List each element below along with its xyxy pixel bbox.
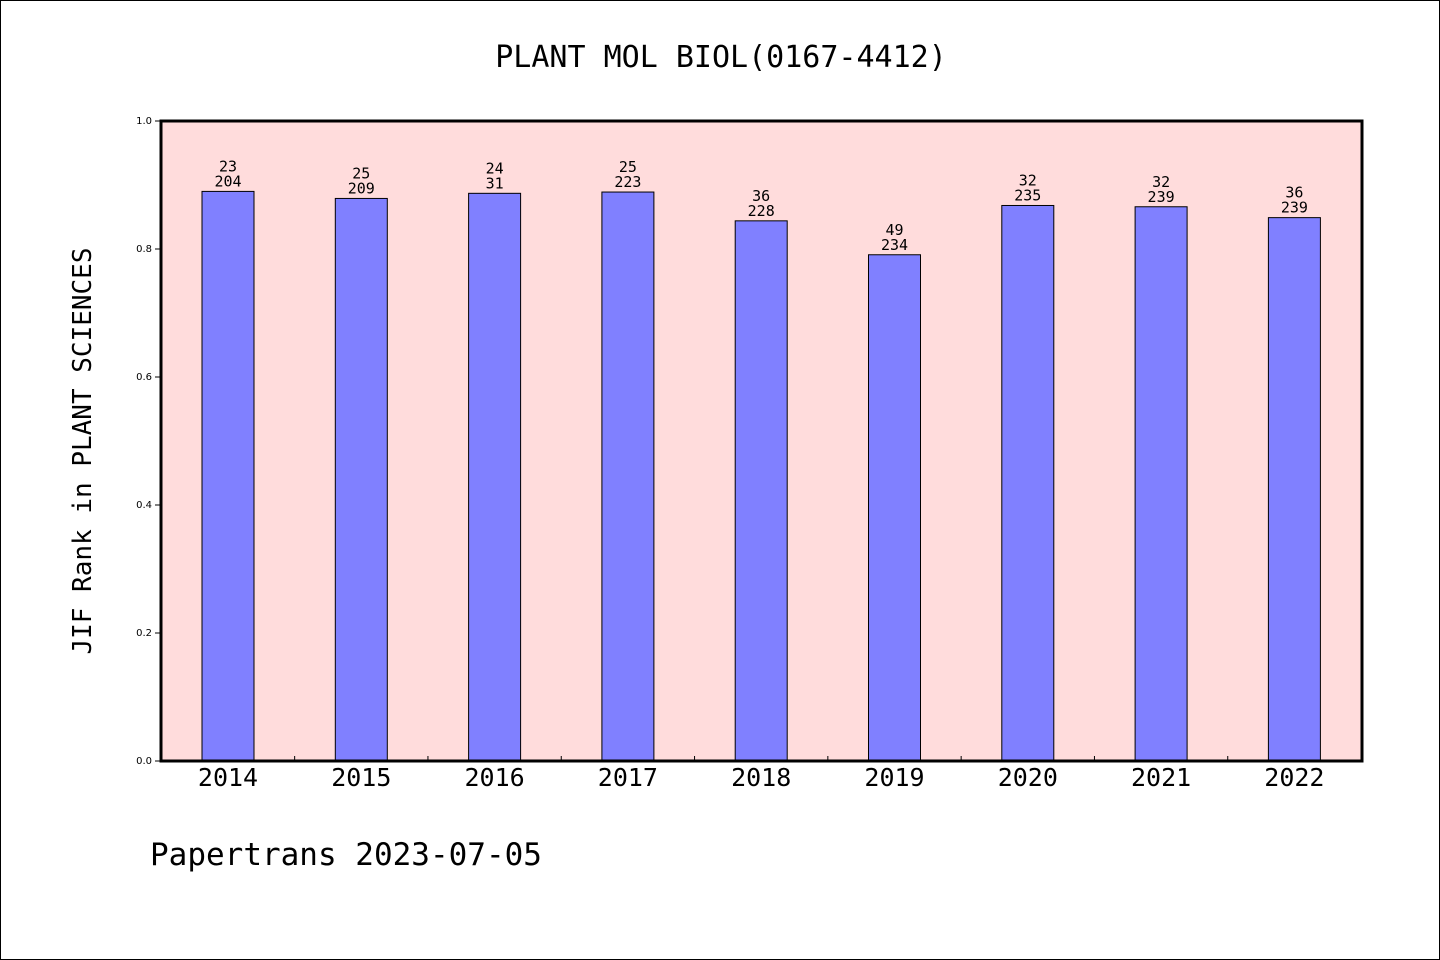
bar-total-label: 223 xyxy=(614,173,641,191)
x-tick-label: 2014 xyxy=(198,763,258,792)
bar-rank-label: 32 xyxy=(1019,171,1037,189)
y-tick-label: 0.8 xyxy=(136,244,152,255)
bar-rank-label: 24 xyxy=(486,159,504,177)
bar-2018 xyxy=(734,220,788,762)
bar-2014 xyxy=(201,190,255,762)
bar-rank-label: 25 xyxy=(352,164,370,182)
bar-total-label: 209 xyxy=(348,179,375,197)
footer-credit: Papertrans 2023-07-05 xyxy=(150,837,542,873)
y-axis-label: JIF Rank in PLANT SCIENCES xyxy=(68,248,98,655)
x-tick-label: 2018 xyxy=(731,763,791,792)
bar-rank-label: 25 xyxy=(619,158,637,176)
x-tick-label: 2019 xyxy=(864,763,924,792)
bar-2019 xyxy=(868,254,921,762)
x-tick-label: 2017 xyxy=(598,763,658,792)
bar-rank-label: 23 xyxy=(219,157,237,175)
bar-rank-label: 36 xyxy=(752,187,770,205)
y-tick-label: 0.0 xyxy=(136,756,152,767)
chart-title: PLANT MOL BIOL(0167-4412) xyxy=(495,40,947,75)
bar-total-label: 234 xyxy=(881,236,908,254)
bar-2021 xyxy=(1134,206,1188,762)
bar-rank-label: 36 xyxy=(1285,184,1303,202)
y-tick-label: 0.4 xyxy=(136,500,152,511)
bar-total-label: 235 xyxy=(1014,186,1041,204)
bar-2020 xyxy=(1001,204,1055,762)
x-tick-label: 2015 xyxy=(331,763,391,792)
x-axis-ticks: 2014 2015 2016 2017 2018 2019 2020 2021 2022 xyxy=(198,756,1325,792)
x-tick-label: 2022 xyxy=(1264,763,1324,792)
y-tick-label: 0.6 xyxy=(136,372,152,383)
x-tick-label: 2020 xyxy=(998,763,1058,792)
y-tick-label: 0.2 xyxy=(136,628,152,639)
x-tick-label: 2021 xyxy=(1131,763,1191,792)
bar-total-label: 239 xyxy=(1281,199,1308,217)
bar-2017 xyxy=(601,191,655,762)
bar-rank-label: 49 xyxy=(885,221,903,239)
bar-total-label: 204 xyxy=(214,172,241,190)
bar-2022 xyxy=(1267,217,1321,762)
y-tick-label: 1.0 xyxy=(136,116,152,127)
plot-frame xyxy=(159,119,1364,763)
bar-rank-label: 32 xyxy=(1152,173,1170,191)
y-axis-ticks: 0.0 0.2 0.4 0.6 0.8 1.0 xyxy=(136,116,161,767)
bar-2015 xyxy=(334,197,388,762)
bar-total-label: 31 xyxy=(486,174,504,192)
bar-2016 xyxy=(468,192,522,762)
bar-total-label: 239 xyxy=(1148,188,1175,206)
bar-total-label: 228 xyxy=(748,202,775,220)
x-tick-label: 2016 xyxy=(464,763,524,792)
